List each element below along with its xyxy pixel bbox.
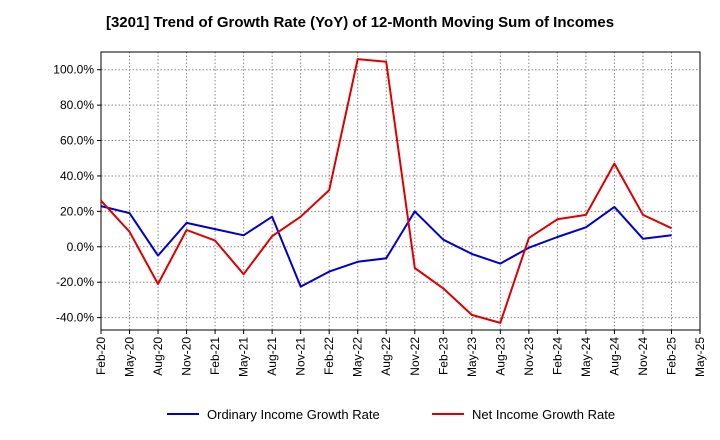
x-tick-label: Feb-22 (322, 337, 336, 375)
x-tick-label: Nov-23 (522, 337, 536, 376)
x-tick-label: May-24 (579, 337, 593, 377)
chart-title: [3201] Trend of Growth Rate (YoY) of 12-… (105, 14, 615, 31)
y-tick-label: 20.0% (60, 204, 94, 218)
x-tick-label: May-20 (123, 337, 137, 377)
y-tick-label: 80.0% (60, 98, 94, 112)
y-tick-label: 40.0% (60, 169, 94, 183)
x-tick-label: Aug-23 (493, 337, 507, 376)
x-tick-label: Aug-20 (151, 337, 165, 376)
y-tick-label: 0.0% (67, 240, 95, 254)
plot-area (101, 52, 700, 330)
x-tick-label: Nov-20 (180, 337, 194, 376)
legend-net-income: Net Income Growth Rate (432, 407, 615, 422)
x-tick-label: Feb-23 (436, 337, 450, 375)
x-tick-label: Aug-21 (265, 337, 279, 376)
x-tick-label: Feb-20 (94, 337, 108, 375)
x-tick-label: Aug-24 (607, 337, 621, 376)
legend-ordinary-income: Ordinary Income Growth Rate (167, 407, 380, 422)
y-tick-label: 60.0% (60, 134, 94, 148)
x-tick-label: Nov-21 (294, 337, 308, 376)
series-line-ordinary-income (100, 205, 672, 288)
x-tick-label: Nov-24 (636, 337, 650, 376)
x-tick-label: Nov-22 (408, 337, 422, 376)
y-tick-label: -20.0% (56, 275, 94, 289)
y-tick-label: 100.0% (53, 63, 94, 77)
series-line-net-income (100, 58, 672, 324)
x-tick-label: May-23 (465, 337, 479, 377)
x-tick-label: Feb-24 (550, 337, 564, 375)
x-tick-label: May-25 (693, 337, 707, 377)
x-tick-label: May-21 (237, 337, 251, 377)
legend-label: Ordinary Income Growth Rate (207, 407, 380, 422)
x-tick-label: Feb-25 (664, 337, 678, 375)
legend-label: Net Income Growth Rate (472, 407, 615, 422)
x-tick-label: Aug-22 (379, 337, 393, 376)
x-tick-label: Feb-21 (208, 337, 222, 375)
x-tick-label: May-22 (351, 337, 365, 377)
y-tick-label: -40.0% (56, 311, 94, 325)
plot-frame (100, 51, 701, 331)
